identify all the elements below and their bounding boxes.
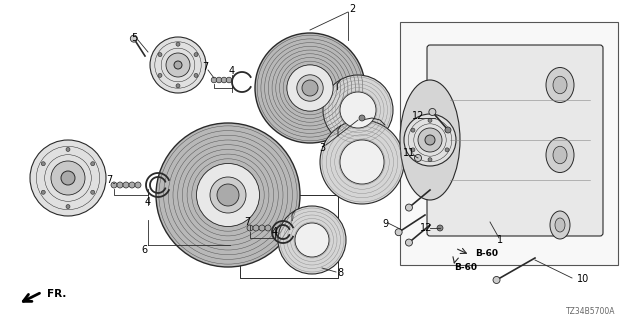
Circle shape [158,52,162,57]
Text: 7: 7 [202,62,208,72]
Circle shape [217,184,239,206]
Circle shape [295,223,329,257]
Circle shape [30,140,106,216]
Text: TZ34B5700A: TZ34B5700A [566,307,615,316]
Circle shape [117,182,123,188]
Circle shape [302,80,318,96]
Text: 7: 7 [244,217,250,227]
Circle shape [405,204,412,211]
Circle shape [340,140,384,184]
Circle shape [176,84,180,88]
Circle shape [437,225,443,231]
Circle shape [359,115,365,121]
Text: 10: 10 [577,274,589,284]
Circle shape [194,73,198,77]
Text: 4: 4 [145,197,151,207]
Circle shape [211,77,217,83]
Circle shape [174,61,182,69]
Text: 12: 12 [420,223,432,233]
Circle shape [320,120,404,204]
Text: 4: 4 [229,66,235,76]
Circle shape [156,123,300,267]
Circle shape [395,229,402,236]
Circle shape [66,148,70,151]
Circle shape [91,162,95,166]
Ellipse shape [555,218,565,232]
Circle shape [445,127,451,133]
Ellipse shape [546,68,574,102]
Circle shape [166,53,190,77]
Circle shape [404,114,456,166]
Text: 9: 9 [382,219,388,229]
Text: 5: 5 [131,33,137,43]
Text: 1: 1 [497,235,503,245]
Circle shape [226,77,232,83]
Circle shape [259,225,265,231]
Circle shape [415,155,422,162]
Ellipse shape [553,146,567,164]
Text: 7: 7 [106,175,112,185]
Circle shape [405,239,412,246]
Circle shape [41,162,45,166]
Text: 11: 11 [403,148,415,158]
Circle shape [278,206,346,274]
Ellipse shape [400,80,460,200]
Circle shape [61,171,75,185]
Circle shape [428,158,432,162]
Ellipse shape [550,211,570,239]
Text: 12: 12 [412,111,424,121]
Ellipse shape [553,76,567,94]
Circle shape [411,128,415,132]
Circle shape [51,161,85,195]
Circle shape [66,204,70,209]
Circle shape [247,225,253,231]
Circle shape [123,182,129,188]
Circle shape [129,182,135,188]
Ellipse shape [546,138,574,172]
FancyBboxPatch shape [427,45,603,236]
Circle shape [255,33,365,143]
Circle shape [91,190,95,194]
Circle shape [323,75,393,145]
Circle shape [41,190,45,194]
Circle shape [253,225,259,231]
Circle shape [418,128,442,152]
Circle shape [176,42,180,46]
Circle shape [287,65,333,111]
Circle shape [210,177,246,213]
Text: 8: 8 [337,268,343,278]
Text: B-60: B-60 [454,262,477,271]
Circle shape [111,182,117,188]
Circle shape [131,35,138,42]
Text: 3: 3 [319,143,325,153]
Text: FR.: FR. [47,289,67,299]
Circle shape [428,118,432,122]
Circle shape [411,148,415,152]
Circle shape [216,77,222,83]
Circle shape [221,77,227,83]
Bar [400,22,618,265]
Circle shape [445,128,449,132]
Circle shape [340,92,376,128]
Circle shape [150,37,206,93]
Circle shape [493,276,500,284]
Text: 6: 6 [141,245,147,255]
Text: 4: 4 [272,227,278,237]
Circle shape [297,75,323,101]
Circle shape [445,148,449,152]
Circle shape [196,164,259,227]
Circle shape [425,135,435,145]
Text: 2: 2 [349,4,355,14]
Circle shape [265,225,271,231]
Circle shape [135,182,141,188]
Circle shape [158,73,162,77]
Text: B-60: B-60 [475,249,498,258]
Circle shape [194,52,198,57]
Circle shape [429,108,436,116]
